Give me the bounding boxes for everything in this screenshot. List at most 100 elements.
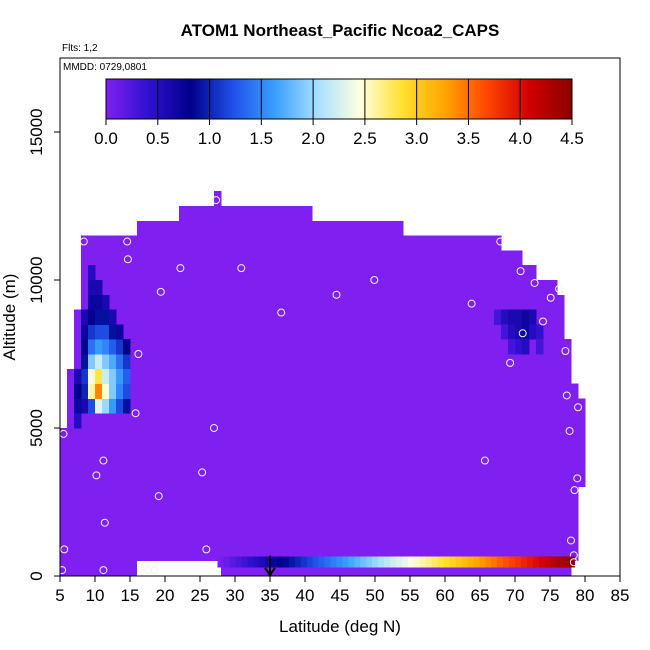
scale-strip-cell <box>479 556 486 568</box>
sample-point <box>99 566 108 575</box>
scale-strip-cell <box>485 556 492 568</box>
heatmap-cell <box>109 324 117 340</box>
heatmap-cell <box>74 368 82 384</box>
heatmap-cell <box>81 383 89 399</box>
scale-strip-cell <box>550 556 558 568</box>
coverage-cell <box>578 398 586 488</box>
colorbar-tick-label: 0.5 <box>146 129 170 148</box>
colorbar-tick-label: 2.5 <box>353 129 377 148</box>
heatmap-cell <box>529 309 537 325</box>
scale-strip-cell <box>455 556 462 568</box>
heatmap-cell <box>123 368 131 384</box>
heatmap-cell <box>102 294 110 310</box>
heatmap-cell <box>81 354 89 370</box>
colorbar-tick-label: 2.0 <box>301 129 325 148</box>
scale-strip-cell <box>354 556 361 568</box>
heatmap-cell <box>81 324 89 340</box>
heatmap-cell <box>109 354 117 370</box>
heatmap-cell <box>81 368 89 384</box>
scale-strip-cell <box>390 556 397 568</box>
sample-point <box>134 350 143 358</box>
heatmap-cell <box>74 398 82 414</box>
colorbar: 0.0 0.5 1.0 1.5 2.0 2.5 3.0 3.5 4.0 4.5 <box>94 78 584 148</box>
scale-strip-cell <box>271 556 278 568</box>
scale-strip-cell <box>288 556 296 568</box>
scale-strip-cell <box>562 556 570 568</box>
scale-strip-cell <box>229 556 236 568</box>
scale-strip-cell <box>538 556 546 568</box>
sample-point <box>467 299 476 308</box>
scale-strip-cell <box>348 556 355 568</box>
heatmap-cell <box>515 309 523 325</box>
heatmap-cell <box>102 398 110 414</box>
coverage-cell <box>571 383 579 562</box>
colorbar-tick-label: 1.0 <box>198 129 222 148</box>
heatmap-cell <box>95 309 103 325</box>
scale-strip-cell <box>217 556 224 568</box>
x-tick-label: 80 <box>576 586 595 605</box>
sample-point <box>561 347 570 356</box>
scale-strip-cell <box>401 556 409 568</box>
heatmap-cell <box>102 354 110 370</box>
x-axis-label: Latitude (deg N) <box>279 617 401 636</box>
x-tick-label: 85 <box>611 586 630 605</box>
heatmap-cell <box>508 309 516 325</box>
sample-point <box>237 264 246 273</box>
heatmap-cell <box>109 398 117 414</box>
heatmap-cell <box>116 398 124 414</box>
sample-point <box>131 409 140 418</box>
sample-point <box>154 492 163 501</box>
heatmap-cell <box>508 339 516 355</box>
sample-point <box>198 468 207 477</box>
scale-strip-cell <box>568 556 575 568</box>
x-tick-label: 55 <box>401 586 420 605</box>
scale-strip-cell <box>413 556 421 568</box>
sample-point <box>210 424 218 432</box>
scale-strip-cell <box>425 556 433 568</box>
coverage-cell <box>179 206 215 576</box>
sample-point <box>567 536 575 545</box>
scale-strip-cell <box>443 556 451 568</box>
sample-point <box>573 474 582 483</box>
heatmap-cell <box>88 324 96 340</box>
sample-point <box>565 426 574 435</box>
x-tick-label: 5 <box>55 586 64 605</box>
sample-point <box>562 391 571 400</box>
sample-point <box>123 237 132 246</box>
sample-point <box>516 267 525 276</box>
scale-strip-cell <box>247 556 254 568</box>
scale-strip-cell <box>294 556 302 568</box>
scale-strip-cell <box>378 556 385 568</box>
heatmap-cell <box>88 354 96 370</box>
heatmap-cell <box>88 309 96 325</box>
heatmap-cell <box>116 324 124 340</box>
y-axis-label: Altitude (m) <box>0 274 19 361</box>
sample-point <box>569 558 578 567</box>
coverage-cell <box>60 428 68 576</box>
coverage-cell <box>67 368 75 576</box>
y-tick-label: 5000 <box>27 409 46 447</box>
heatmap-cell <box>95 368 103 384</box>
sample-point <box>518 329 527 338</box>
colorbar-strip <box>105 78 573 120</box>
heatmap-cell <box>116 383 124 399</box>
heatmap-cell <box>81 398 89 414</box>
x-tick-label: 25 <box>191 586 210 605</box>
heatmap-cell <box>116 339 124 355</box>
heatmap-cell <box>536 339 544 355</box>
scale-strip-cell <box>544 556 552 568</box>
sample-point <box>570 486 579 495</box>
scale-strip-cell <box>306 556 314 568</box>
heatmap-cell <box>88 383 96 399</box>
scale-strip-cell <box>509 556 516 568</box>
heatmap-cell <box>95 354 103 370</box>
scale-strip-cell <box>520 556 528 568</box>
coverage-cell <box>214 191 222 576</box>
colorbar-tick-label: 3.5 <box>457 129 481 148</box>
sample-point <box>144 566 153 575</box>
x-tick-label: 10 <box>86 586 105 605</box>
sample-point <box>506 358 515 367</box>
scale-strip-cell <box>515 556 522 568</box>
x-tick-label: 60 <box>436 586 455 605</box>
